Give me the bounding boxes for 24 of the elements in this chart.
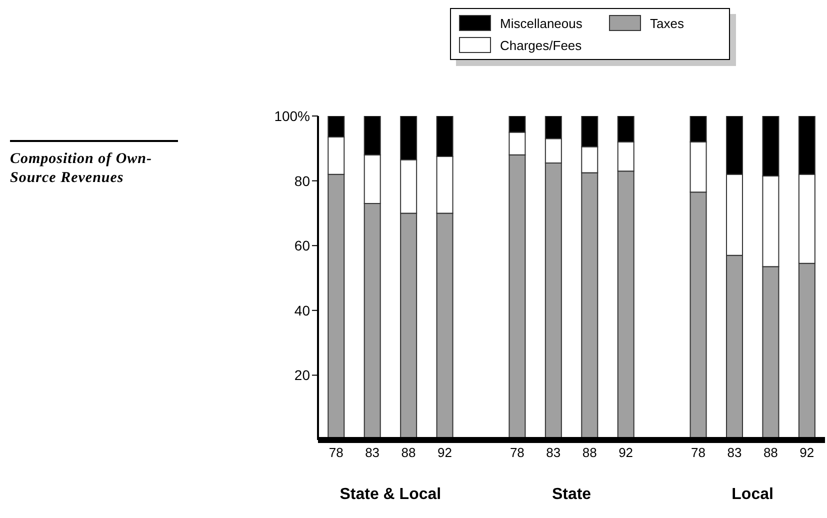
x-tick-label: 83: [365, 445, 380, 460]
text: Composition of Own-Source Revenues: [10, 151, 152, 186]
x-tick-label: 88: [582, 445, 597, 460]
x-tick-label: 83: [727, 445, 742, 460]
x-tick-label: 92: [438, 445, 452, 460]
text: State: [550, 486, 592, 504]
x-tick-label: 78: [691, 445, 706, 460]
text: State & Local: [338, 486, 442, 504]
y-tick-label: 40: [294, 302, 310, 318]
x-tick-label: 83: [546, 445, 561, 460]
x-tick-label: 88: [401, 445, 416, 460]
x-tick-label: 92: [800, 445, 814, 460]
x-tick-label: 78: [328, 445, 344, 460]
y-tick-label: 60: [294, 238, 310, 254]
legend-label: Miscellaneous: [500, 16, 582, 30]
x-tick-label: 88: [763, 445, 778, 460]
text: Local: [730, 486, 774, 504]
legend-label: Charges/Fees: [500, 38, 582, 52]
x-tick-label: 92: [618, 445, 634, 460]
legend-label: Taxes: [650, 16, 684, 30]
y-tick-label: 20: [294, 367, 310, 384]
y-tick-label: 80: [294, 172, 310, 189]
y-tick-label: 100%: [274, 108, 310, 124]
x-tick-label: 78: [510, 445, 524, 460]
